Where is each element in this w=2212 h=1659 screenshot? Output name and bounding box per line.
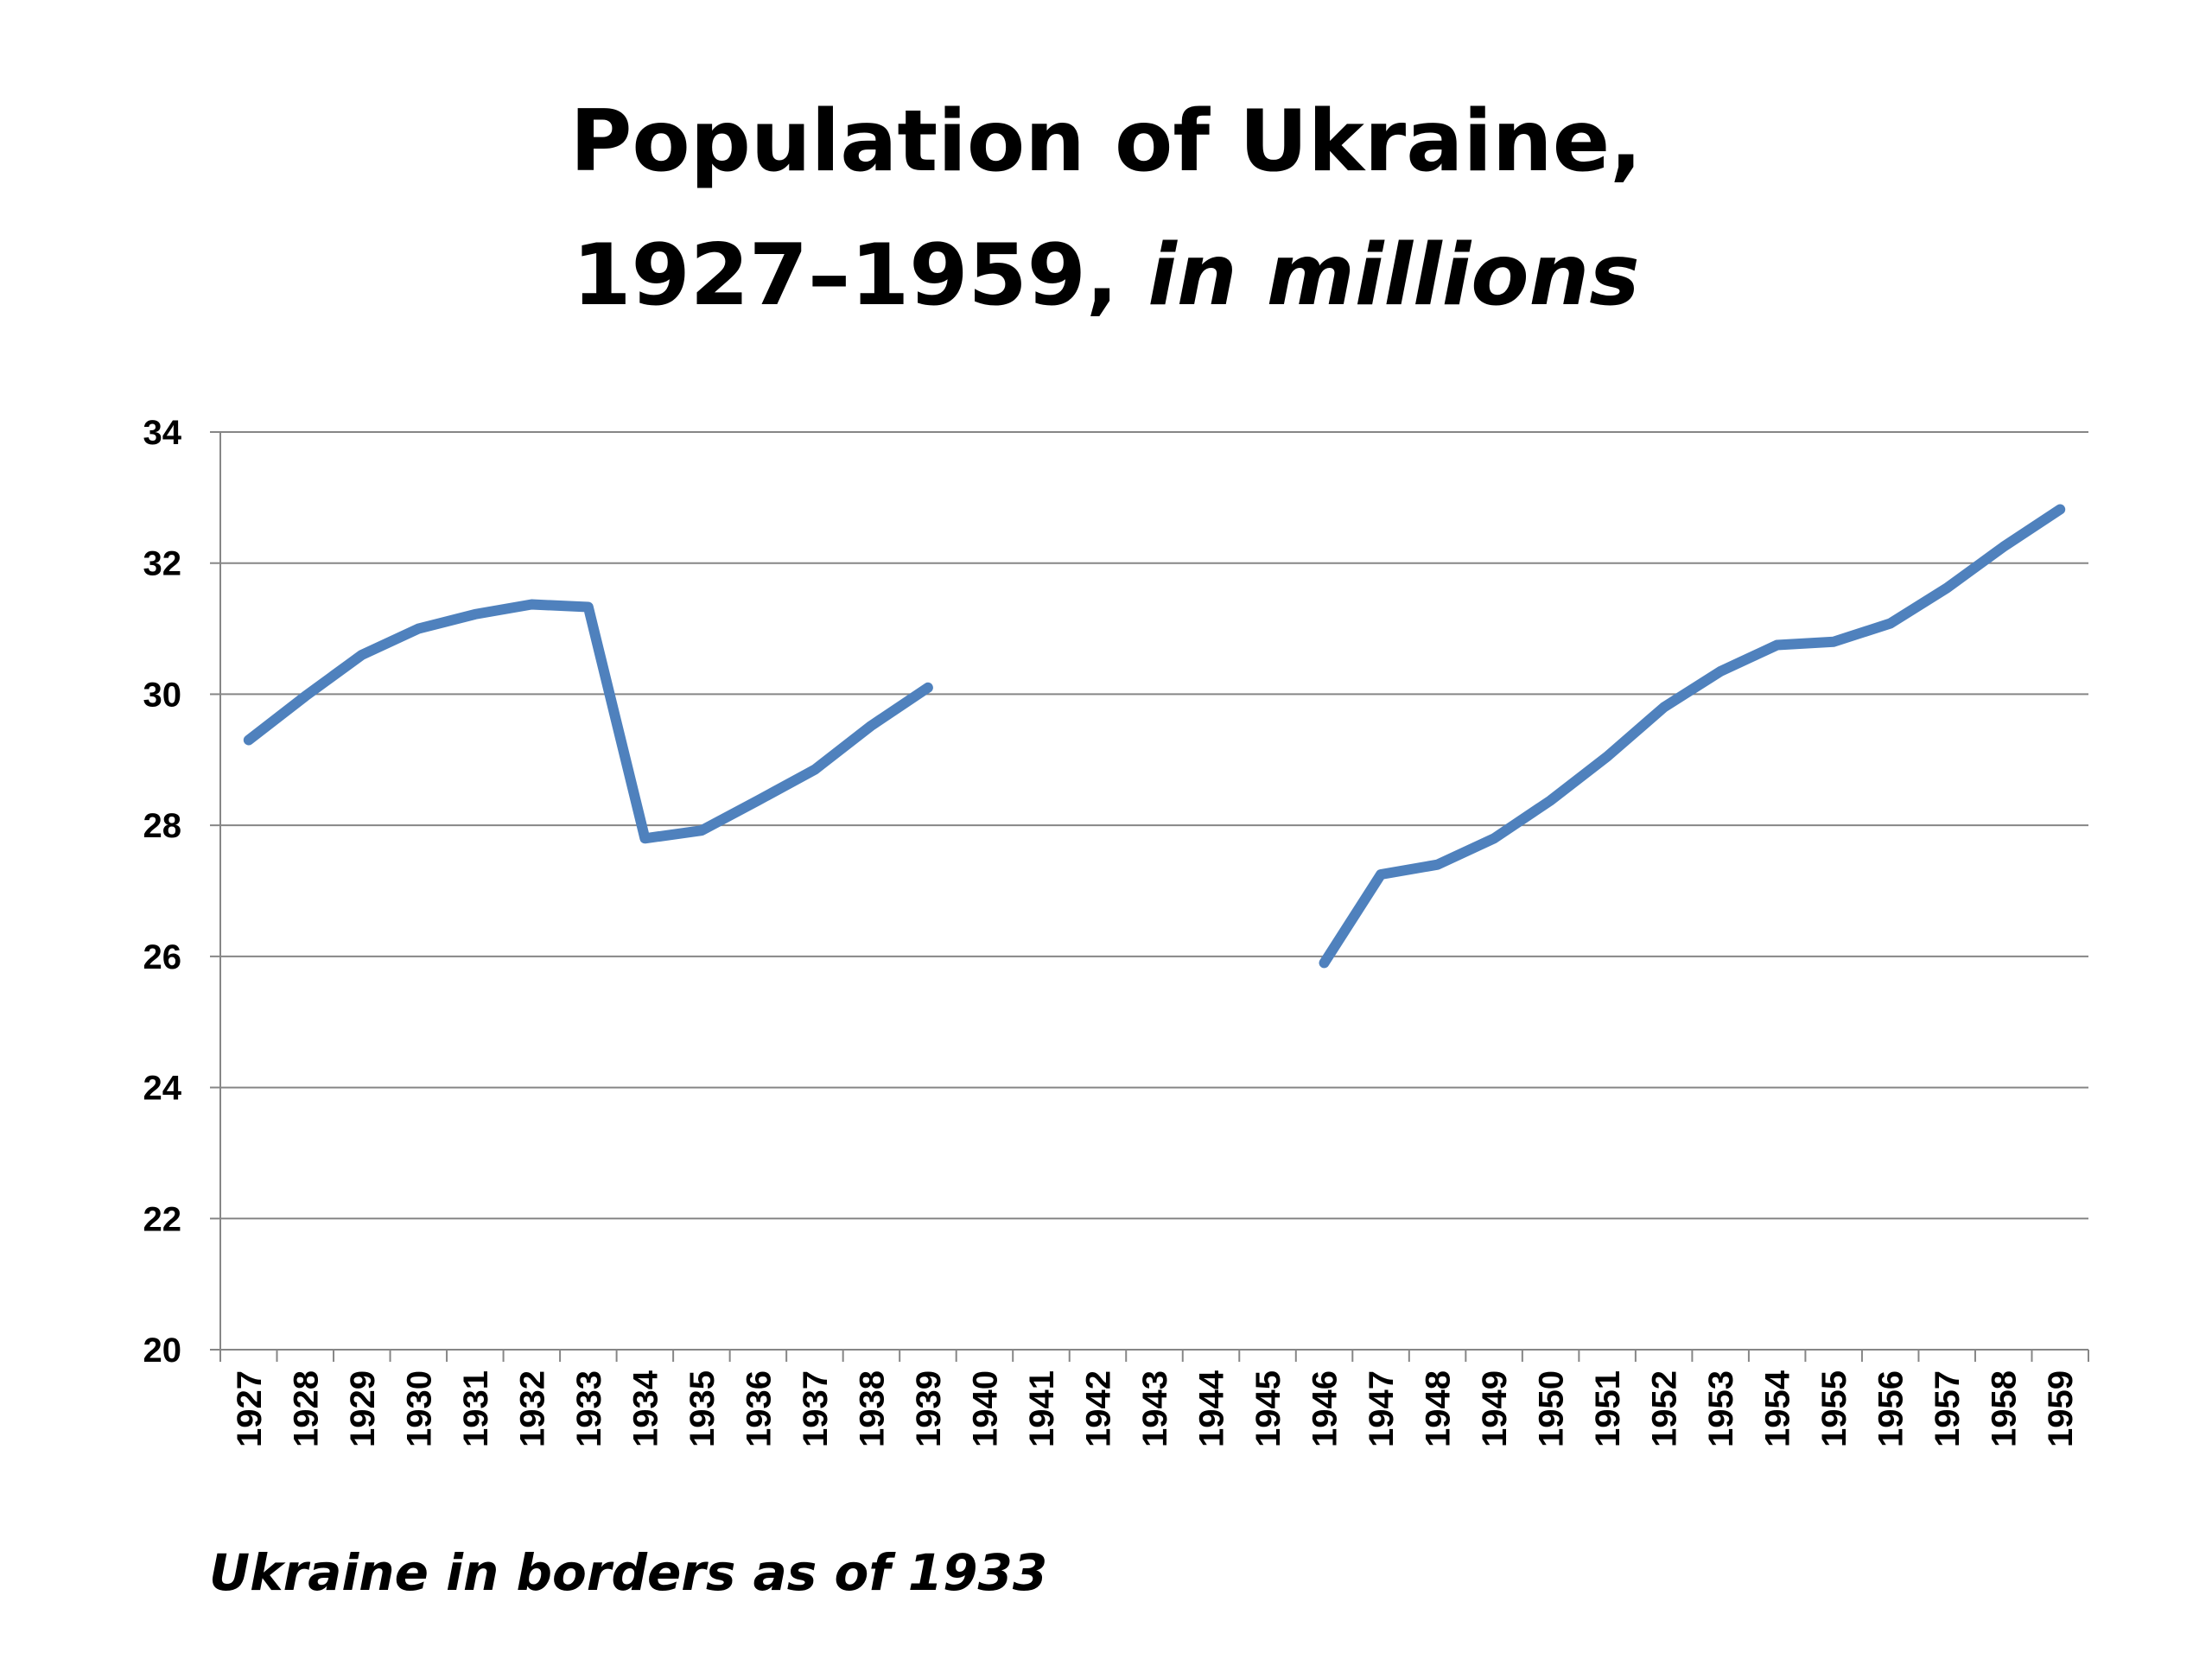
title-years: 1927–1959, bbox=[572, 226, 1119, 325]
x-tick-label-1930: 1930 bbox=[400, 1370, 438, 1447]
x-tick-label-1940: 1940 bbox=[966, 1370, 1004, 1447]
x-tick-label-1948: 1948 bbox=[1420, 1370, 1458, 1447]
x-tick-label-1952: 1952 bbox=[1646, 1370, 1684, 1447]
series-layer bbox=[243, 504, 2066, 969]
y-tick-label-30: 30 bbox=[143, 676, 182, 714]
axes bbox=[219, 432, 2088, 1351]
x-tick-label-1933: 1933 bbox=[570, 1370, 608, 1447]
x-tick-label-1946: 1946 bbox=[1306, 1370, 1344, 1447]
title-unit: in millions bbox=[1147, 226, 1640, 325]
x-tick-label-1927: 1927 bbox=[231, 1370, 269, 1447]
x-tick-label-1936: 1936 bbox=[740, 1370, 778, 1447]
x-tick-label-1947: 1947 bbox=[1363, 1370, 1401, 1447]
footnote: Ukraine in borders as of 1933 bbox=[209, 1543, 1048, 1602]
x-tick-label-1938: 1938 bbox=[853, 1370, 891, 1447]
x-tick-label-1931: 1931 bbox=[457, 1370, 495, 1447]
y-axis-ticks: 20 22 24 26 28 30 32 34 bbox=[143, 414, 220, 1370]
x-tick-label-1955: 1955 bbox=[1815, 1370, 1853, 1447]
series-line-segment-0 bbox=[243, 599, 933, 844]
y-tick-label-24: 24 bbox=[143, 1070, 182, 1108]
x-tick-label-1957: 1957 bbox=[1929, 1370, 1967, 1447]
x-tick-label-1958: 1958 bbox=[1986, 1370, 2024, 1447]
x-axis-ticks: 1927 1928 1929 1930 1931 1932 1933 1934 1935 1936… bbox=[219, 1350, 2089, 1447]
y-tick-label-20: 20 bbox=[143, 1332, 182, 1370]
x-tick-label-1956: 1956 bbox=[1872, 1370, 1910, 1447]
x-tick-label-1932: 1932 bbox=[513, 1370, 551, 1447]
x-tick-label-1954: 1954 bbox=[1759, 1370, 1797, 1447]
x-tick-label-1929: 1929 bbox=[344, 1370, 382, 1447]
x-tick-label-1928: 1928 bbox=[287, 1370, 325, 1447]
x-tick-label-1953: 1953 bbox=[1702, 1370, 1740, 1447]
x-tick-label-1949: 1949 bbox=[1476, 1370, 1514, 1447]
x-tick-label-1941: 1941 bbox=[1023, 1370, 1061, 1447]
x-tick-label-1944: 1944 bbox=[1193, 1370, 1231, 1447]
gridlines bbox=[220, 431, 2088, 1220]
x-tick-label-1943: 1943 bbox=[1136, 1370, 1174, 1447]
chart-title-line2: 1927–1959, in millions bbox=[0, 233, 2212, 318]
x-tick-label-1959: 1959 bbox=[2042, 1370, 2080, 1447]
x-tick-label-1951: 1951 bbox=[1589, 1370, 1627, 1447]
y-tick-label-34: 34 bbox=[143, 414, 182, 452]
x-tick-label-1942: 1942 bbox=[1079, 1370, 1117, 1447]
chart-title-line1: Population of Ukraine, bbox=[569, 92, 1643, 191]
x-tick-label-1934: 1934 bbox=[626, 1370, 664, 1447]
y-tick-label-32: 32 bbox=[143, 545, 182, 583]
y-tick-label-26: 26 bbox=[143, 938, 182, 976]
x-tick-label-1945: 1945 bbox=[1249, 1370, 1287, 1447]
x-tick-label-1950: 1950 bbox=[1533, 1370, 1571, 1447]
y-tick-label-28: 28 bbox=[143, 807, 182, 845]
x-tick-label-1935: 1935 bbox=[683, 1370, 721, 1447]
x-tick-label-1937: 1937 bbox=[797, 1370, 835, 1447]
y-tick-label-22: 22 bbox=[143, 1200, 182, 1238]
series-line-segment-1 bbox=[1319, 504, 2066, 969]
x-tick-label-1939: 1939 bbox=[910, 1370, 948, 1447]
